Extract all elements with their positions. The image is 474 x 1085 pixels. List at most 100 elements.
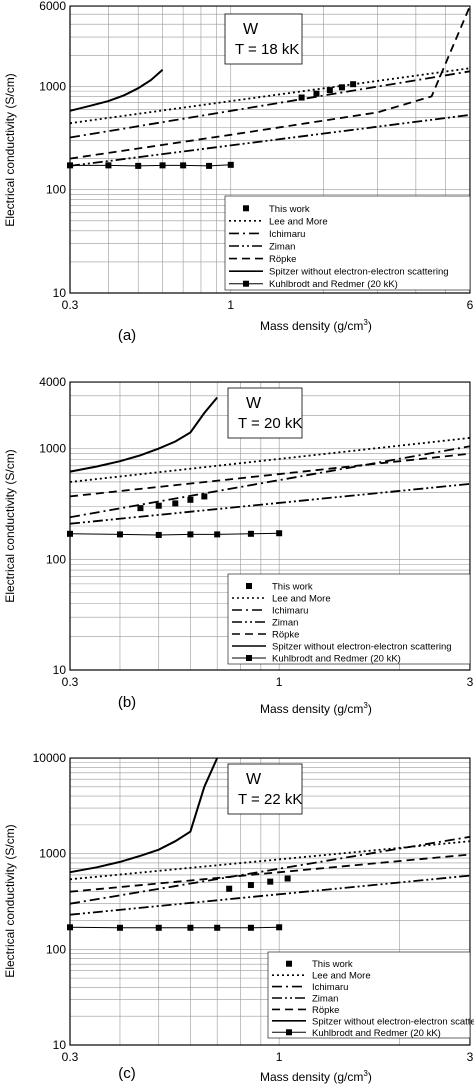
panel-2-annotation-box bbox=[227, 387, 303, 439]
panel-3-legend-label: Lee and More bbox=[312, 971, 371, 982]
panel-1-legend-swatch-marker bbox=[243, 280, 249, 287]
panel-1-panel-label: (a) bbox=[118, 327, 136, 344]
panel-3-panel-label: (c) bbox=[118, 1065, 136, 1082]
panel-2-legend-swatch bbox=[246, 583, 252, 589]
panel-2-xlabel: Mass density (g/cm3) bbox=[260, 701, 372, 716]
panel-1-series-1 bbox=[69, 67, 471, 125]
panel-1-mask-top bbox=[60, 0, 474, 6]
panel-2-annotation-temperature: T = 20 kK bbox=[238, 415, 302, 432]
panel-3-ytick-label: 10 bbox=[53, 1038, 67, 1052]
panel-2-series-0 bbox=[137, 493, 208, 512]
panel-2-series-6-point bbox=[276, 530, 283, 537]
panel-1-series-6-point bbox=[135, 162, 142, 169]
panel-2-legend-label: Lee and More bbox=[272, 594, 331, 605]
panel-2-ylabel: Electrical conductivity (S/cm) bbox=[3, 449, 17, 602]
panel-1-legend-box bbox=[224, 195, 471, 291]
panel-1-legend-entry-0: This work bbox=[243, 204, 310, 215]
panel-2-series-6-point bbox=[187, 531, 194, 538]
panel-2-legend-entry-2: Ichimaru bbox=[232, 606, 308, 617]
panel-1-legend-label: Röpke bbox=[269, 254, 296, 265]
panel-3-series-6-point bbox=[155, 924, 162, 931]
panel-1-ytick-label: 100 bbox=[46, 183, 66, 197]
panel-3-annotation-element: W bbox=[246, 771, 262, 788]
panel-2-series-0-point bbox=[155, 502, 162, 509]
panel-2-legend-label: Ziman bbox=[272, 618, 298, 629]
panel-3-series-2-line bbox=[69, 835, 471, 905]
panel-2-series-4-line bbox=[69, 452, 471, 498]
panel-1-xtick-label: 0.3 bbox=[62, 298, 79, 312]
panel-1-series-6-point bbox=[159, 162, 166, 169]
panel-2-series-1 bbox=[69, 437, 471, 483]
panel-2-series-3 bbox=[69, 483, 471, 525]
panel-1-series-6 bbox=[67, 161, 234, 169]
panel-2-series-5-line bbox=[69, 396, 218, 473]
panel-3-series-0-point bbox=[247, 882, 254, 889]
panel-1-legend-entry-3: Ziman bbox=[229, 242, 295, 253]
panel-2-series-6-point bbox=[116, 531, 123, 538]
panel-3-legend-label: Ziman bbox=[312, 994, 338, 1005]
panel-3-legend-label: Spitzer without electron-electron scatte… bbox=[312, 1016, 474, 1027]
panel-3-series-2 bbox=[69, 835, 471, 905]
panel-1-xtick-label: 6 bbox=[467, 298, 474, 312]
panel-3-legend-entry-6: Kuhlbrodt and Redmer (20 kK) bbox=[272, 1028, 441, 1039]
panel-2-ytick-label: 1000 bbox=[39, 442, 66, 456]
panel-1-series-0-point bbox=[313, 90, 320, 97]
panel-3-mask-right bbox=[470, 738, 474, 1065]
panel-2-xtick-label: 0.3 bbox=[62, 675, 79, 689]
panel-1-legend-swatch bbox=[243, 205, 249, 212]
panel-1-series-6-point bbox=[180, 162, 187, 169]
panel-2-legend-entry-1: Lee and More bbox=[232, 594, 331, 605]
panel-1-frame bbox=[69, 5, 471, 294]
panel-3-annotation-temperature: T = 22 kK bbox=[238, 791, 302, 808]
panel-1-legend-entry-4: Röpke bbox=[229, 254, 296, 265]
panel-3-series-0-point bbox=[284, 875, 291, 882]
panel-3-legend-label: Ichimaru bbox=[312, 982, 348, 993]
panel-3-legend-label: This work bbox=[312, 959, 353, 970]
panel-3-series-1 bbox=[69, 840, 471, 881]
panel-3-series-6-point bbox=[247, 924, 254, 931]
panel-3-series-6 bbox=[67, 924, 283, 931]
panel-2-series-3-line bbox=[69, 483, 471, 525]
panel-2-series-4 bbox=[69, 452, 471, 498]
panel-2-ytick-label: 4000 bbox=[39, 375, 66, 389]
panel-3-legend-entry-2: Ichimaru bbox=[272, 982, 348, 993]
panel-2-legend-entry-5: Spitzer without electron-electron scatte… bbox=[232, 642, 452, 653]
panel-3-legend-label: Röpke bbox=[312, 1005, 339, 1016]
panel-1-series-3-line bbox=[69, 114, 471, 167]
panel-2-series-5 bbox=[69, 396, 218, 473]
panel-1-xlabel: Mass density (g/cm3) bbox=[260, 318, 372, 333]
panel-1-legend-label: This work bbox=[269, 204, 310, 215]
panel-1-series-2-line bbox=[69, 70, 471, 139]
panel-1-annotation-element: W bbox=[243, 21, 259, 38]
panel-1-mask-right bbox=[470, 0, 474, 313]
panel-1-legend-label: Kuhlbrodt and Redmer (20 kK) bbox=[269, 279, 398, 290]
panel-2-legend-entry-0: This work bbox=[246, 582, 313, 593]
panel-3-series-6-point bbox=[214, 924, 221, 931]
panel-2-xtick-label: 1 bbox=[276, 675, 283, 689]
panel-2-series-1-line bbox=[69, 437, 471, 483]
panel-2-ytick-label: 10 bbox=[53, 663, 67, 677]
panel-1-ytick-label: 10 bbox=[53, 286, 67, 300]
panel-3-ytick-label: 1000 bbox=[39, 847, 66, 861]
panel-3-series-5 bbox=[69, 757, 219, 874]
panel-2-series-6-line bbox=[69, 532, 280, 536]
panel-2-legend-label: Kuhlbrodt and Redmer (20 kK) bbox=[272, 654, 401, 665]
panel-1-legend-entry-6: Kuhlbrodt and Redmer (20 kK) bbox=[229, 279, 398, 290]
panel-3-series-5-line bbox=[69, 757, 219, 874]
panel-2-legend-label: Röpke bbox=[272, 630, 299, 641]
panel-2-series-0-point bbox=[187, 496, 194, 503]
panel-3-legend-swatch-marker bbox=[286, 1029, 292, 1036]
panel-3-xtick-label: 1 bbox=[276, 1050, 283, 1064]
panel-2-panel-label: (b) bbox=[118, 694, 136, 711]
panel-1-legend-entry-2: Ichimaru bbox=[229, 229, 305, 240]
panel-3-series-6-point bbox=[116, 924, 123, 931]
panel-2-legend-entry-4: Röpke bbox=[232, 630, 299, 641]
panel-2-series-6-point bbox=[247, 530, 254, 537]
panel-1-series-5-line bbox=[69, 68, 164, 112]
panel-1: 0.3 1 6 10 100 1000 6000 Mass density (g/cm3) El… bbox=[3, 0, 474, 344]
panel-2-legend-swatch-marker bbox=[246, 655, 252, 661]
panel-1-legend-label: Lee and More bbox=[269, 216, 328, 227]
panel-3-series-4 bbox=[69, 853, 471, 893]
panel-2-mask-right bbox=[470, 362, 474, 690]
